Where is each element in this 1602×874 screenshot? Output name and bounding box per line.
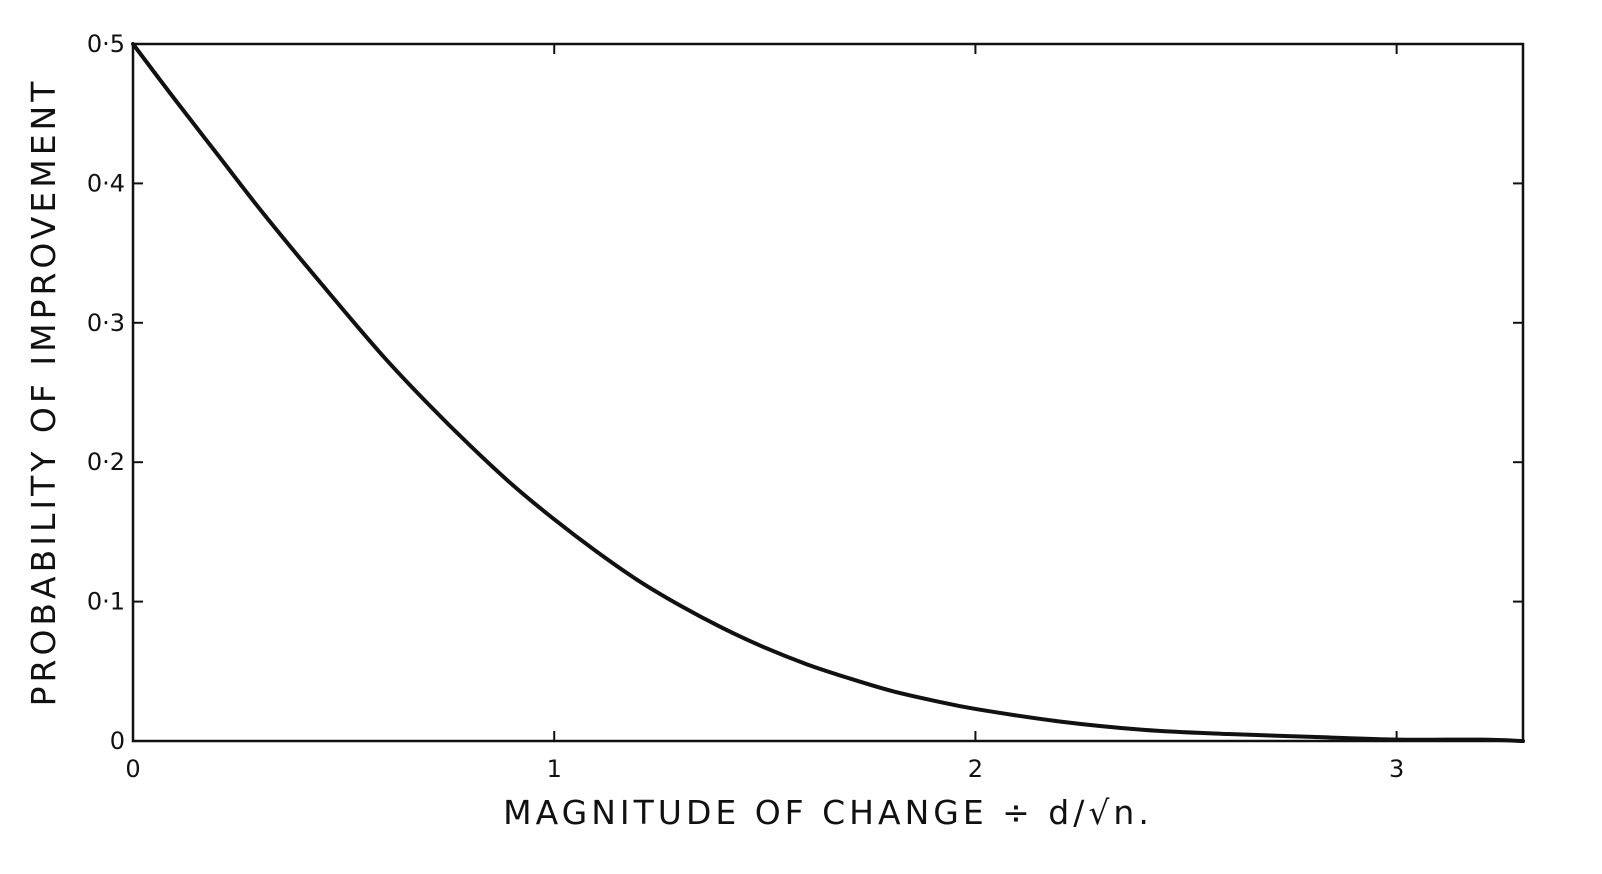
data-point	[973, 707, 978, 711]
data-point	[763, 646, 767, 650]
series-line	[131, 42, 1525, 743]
data-point	[426, 402, 430, 406]
data-point	[931, 698, 935, 703]
data-point	[173, 98, 177, 102]
data-point	[1521, 739, 1525, 743]
y-tick-label: 0·2	[87, 448, 125, 476]
data-point	[847, 676, 851, 680]
data-point	[299, 258, 304, 262]
data-point	[1226, 732, 1230, 736]
data-point	[721, 626, 725, 630]
data-point	[131, 42, 135, 46]
data-point	[1058, 719, 1062, 724]
data-point	[678, 604, 683, 608]
y-tick-label: 0	[110, 727, 125, 755]
y-tick-label: 0·1	[87, 588, 125, 616]
y-axis-ticks: 0 0·1 0·2 0·3 0·4 0·5	[87, 30, 1523, 755]
data-point	[889, 689, 893, 693]
x-axis-title: MAGNITUDE OF CHANGE ÷ d/√n.	[503, 793, 1153, 832]
x-tick-label: 2	[968, 755, 983, 783]
plot-frame	[131, 42, 1525, 743]
data-point	[468, 443, 472, 448]
data-point	[636, 579, 641, 583]
y-tick-label: 0·5	[87, 30, 125, 58]
data-point	[1310, 735, 1314, 739]
x-tick-label: 3	[1389, 755, 1404, 783]
x-tick-label: 1	[547, 755, 562, 783]
data-point	[257, 206, 261, 211]
data-point	[215, 152, 219, 156]
data-point	[510, 482, 514, 487]
x-axis-ticks: 0 1 2 3	[125, 44, 1404, 783]
data-point	[1395, 738, 1399, 742]
series-layer	[131, 42, 1525, 743]
data-point	[384, 357, 388, 361]
data-point	[594, 549, 598, 554]
y-tick-label: 0·4	[87, 169, 125, 197]
data-point	[342, 308, 346, 312]
data-point	[805, 662, 809, 666]
x-tick-label: 0	[125, 755, 140, 783]
data-point	[1142, 728, 1146, 732]
data-point	[552, 517, 556, 521]
data-point	[1479, 738, 1483, 742]
y-tick-label: 0·3	[87, 309, 125, 337]
y-axis-title: PROBABILITY OF IMPROVEMENT	[24, 78, 63, 707]
